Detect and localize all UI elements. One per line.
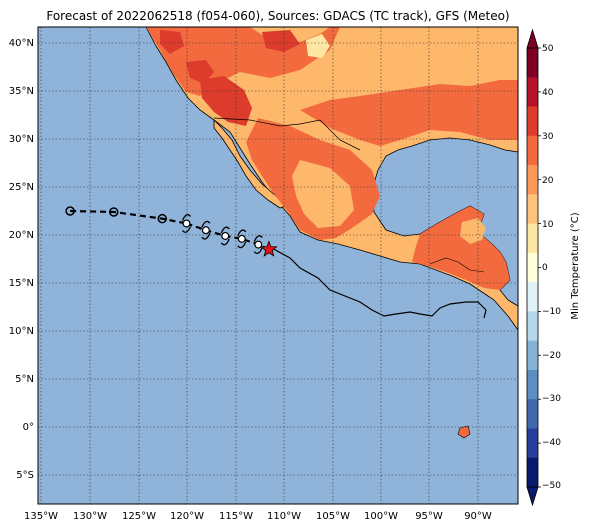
colorbar: 50 40 30 20 10 0 −10 −20 −30 −40 −50 Min… bbox=[526, 28, 581, 507]
colorbar-tick: −50 bbox=[542, 481, 561, 491]
lat-tick: 10°N bbox=[9, 326, 34, 337]
lon-tick: 100°W bbox=[364, 511, 398, 522]
colorbar-band bbox=[527, 252, 538, 283]
track-forecast-point bbox=[254, 240, 263, 249]
colorbar-band bbox=[527, 282, 538, 312]
lat-tick: 5°N bbox=[15, 374, 34, 385]
colorbar-tick: −30 bbox=[542, 394, 561, 404]
colorbar-band bbox=[527, 223, 538, 254]
lon-tick: 115°W bbox=[219, 511, 253, 522]
land-baja bbox=[213, 119, 287, 209]
colorbar-tick: 0 bbox=[542, 263, 548, 273]
colorbar-tick: 40 bbox=[542, 88, 554, 98]
tc-track bbox=[65, 206, 278, 257]
map-area bbox=[38, 27, 518, 504]
lat-tick: 40°N bbox=[9, 38, 34, 49]
track-past-point bbox=[65, 206, 75, 216]
cyclone-symbol bbox=[253, 235, 263, 255]
colorbar-max-arrow bbox=[526, 28, 539, 49]
lat-tick: 5°S bbox=[16, 470, 34, 481]
colorbar-label: Min Temperature (°C) bbox=[570, 212, 581, 319]
lon-tick: 110°W bbox=[267, 511, 301, 522]
colorbar-band bbox=[527, 311, 538, 341]
track-past-point bbox=[109, 207, 119, 217]
lat-tick: 35°N bbox=[9, 86, 34, 97]
colorbar-band bbox=[527, 340, 538, 371]
grid bbox=[38, 27, 518, 504]
lon-tick: 90°W bbox=[464, 511, 492, 522]
lon-axis: 135°W 130°W 125°W 120°W 115°W 110°W 105°… bbox=[24, 511, 492, 522]
colorbar-band bbox=[527, 369, 538, 400]
land-galapagos bbox=[457, 425, 471, 439]
border-us-mexico bbox=[213, 117, 361, 151]
coast-pacific bbox=[267, 245, 487, 319]
colorbar-min-arrow bbox=[526, 486, 539, 507]
track-forecast-point bbox=[221, 231, 230, 240]
land-warm-central-america bbox=[412, 206, 510, 290]
land-hot-sonora bbox=[200, 76, 252, 126]
colorbar-band bbox=[527, 457, 538, 488]
lat-axis: 40°N 35°N 30°N 25°N 20°N 15°N 10°N 5°N 0… bbox=[9, 38, 34, 481]
colorbar-band bbox=[527, 165, 538, 195]
colorbar-tick: −40 bbox=[542, 438, 561, 448]
cyclone-symbol bbox=[181, 214, 192, 233]
land-mild-plateau bbox=[292, 160, 354, 228]
lat-tick: 25°N bbox=[9, 182, 34, 193]
colorbar-band bbox=[527, 48, 538, 78]
cyclone-symbol bbox=[237, 229, 247, 249]
colorbar-tick: 20 bbox=[542, 176, 554, 186]
colorbar-band bbox=[527, 77, 538, 107]
map-frame bbox=[37, 26, 519, 505]
lat-tick: 15°N bbox=[9, 278, 34, 289]
land-hot-california bbox=[160, 30, 184, 54]
lon-tick: 125°W bbox=[122, 511, 156, 522]
colorbar-band bbox=[527, 399, 538, 429]
map-title: Forecast of 2022062518 (f054-060), Sourc… bbox=[46, 9, 510, 23]
track-forecast-point bbox=[182, 219, 191, 228]
lon-tick: 105°W bbox=[316, 511, 350, 522]
lon-tick: 120°W bbox=[170, 511, 204, 522]
colorbar-band bbox=[527, 194, 538, 224]
track-forecast-point bbox=[201, 226, 210, 235]
land-warm-gulf bbox=[300, 80, 518, 146]
land-hot-southwest bbox=[186, 60, 214, 84]
track-past-point bbox=[157, 213, 167, 224]
land-cool-rockies bbox=[306, 34, 330, 58]
track-past-line bbox=[70, 209, 187, 225]
lat-tick: 30°N bbox=[9, 134, 34, 145]
border-guatemala bbox=[429, 257, 485, 273]
lon-tick: 95°W bbox=[415, 511, 443, 522]
land-mild-yucatan bbox=[460, 218, 486, 244]
lon-tick: 135°W bbox=[24, 511, 58, 522]
colorbar-band bbox=[527, 428, 538, 459]
colorbar-tick: −20 bbox=[542, 351, 561, 361]
colorbar-bands bbox=[526, 28, 541, 507]
cyclone-symbol bbox=[220, 226, 230, 246]
track-forecast-point bbox=[237, 234, 246, 243]
colorbar-tick: 30 bbox=[542, 132, 554, 142]
lat-tick: 0° bbox=[23, 422, 34, 433]
cyclone-symbol bbox=[201, 220, 211, 240]
current-position-star bbox=[260, 240, 278, 257]
colorbar-band bbox=[527, 135, 538, 166]
colorbar-tick: −10 bbox=[542, 307, 561, 317]
colorbar-tick: 10 bbox=[542, 220, 554, 230]
colorbar-band bbox=[527, 106, 538, 137]
lat-tick: 20°N bbox=[9, 230, 34, 241]
colorbar-tick: 50 bbox=[542, 44, 554, 54]
lon-tick: 130°W bbox=[73, 511, 107, 522]
land-hot-plains bbox=[262, 30, 300, 52]
